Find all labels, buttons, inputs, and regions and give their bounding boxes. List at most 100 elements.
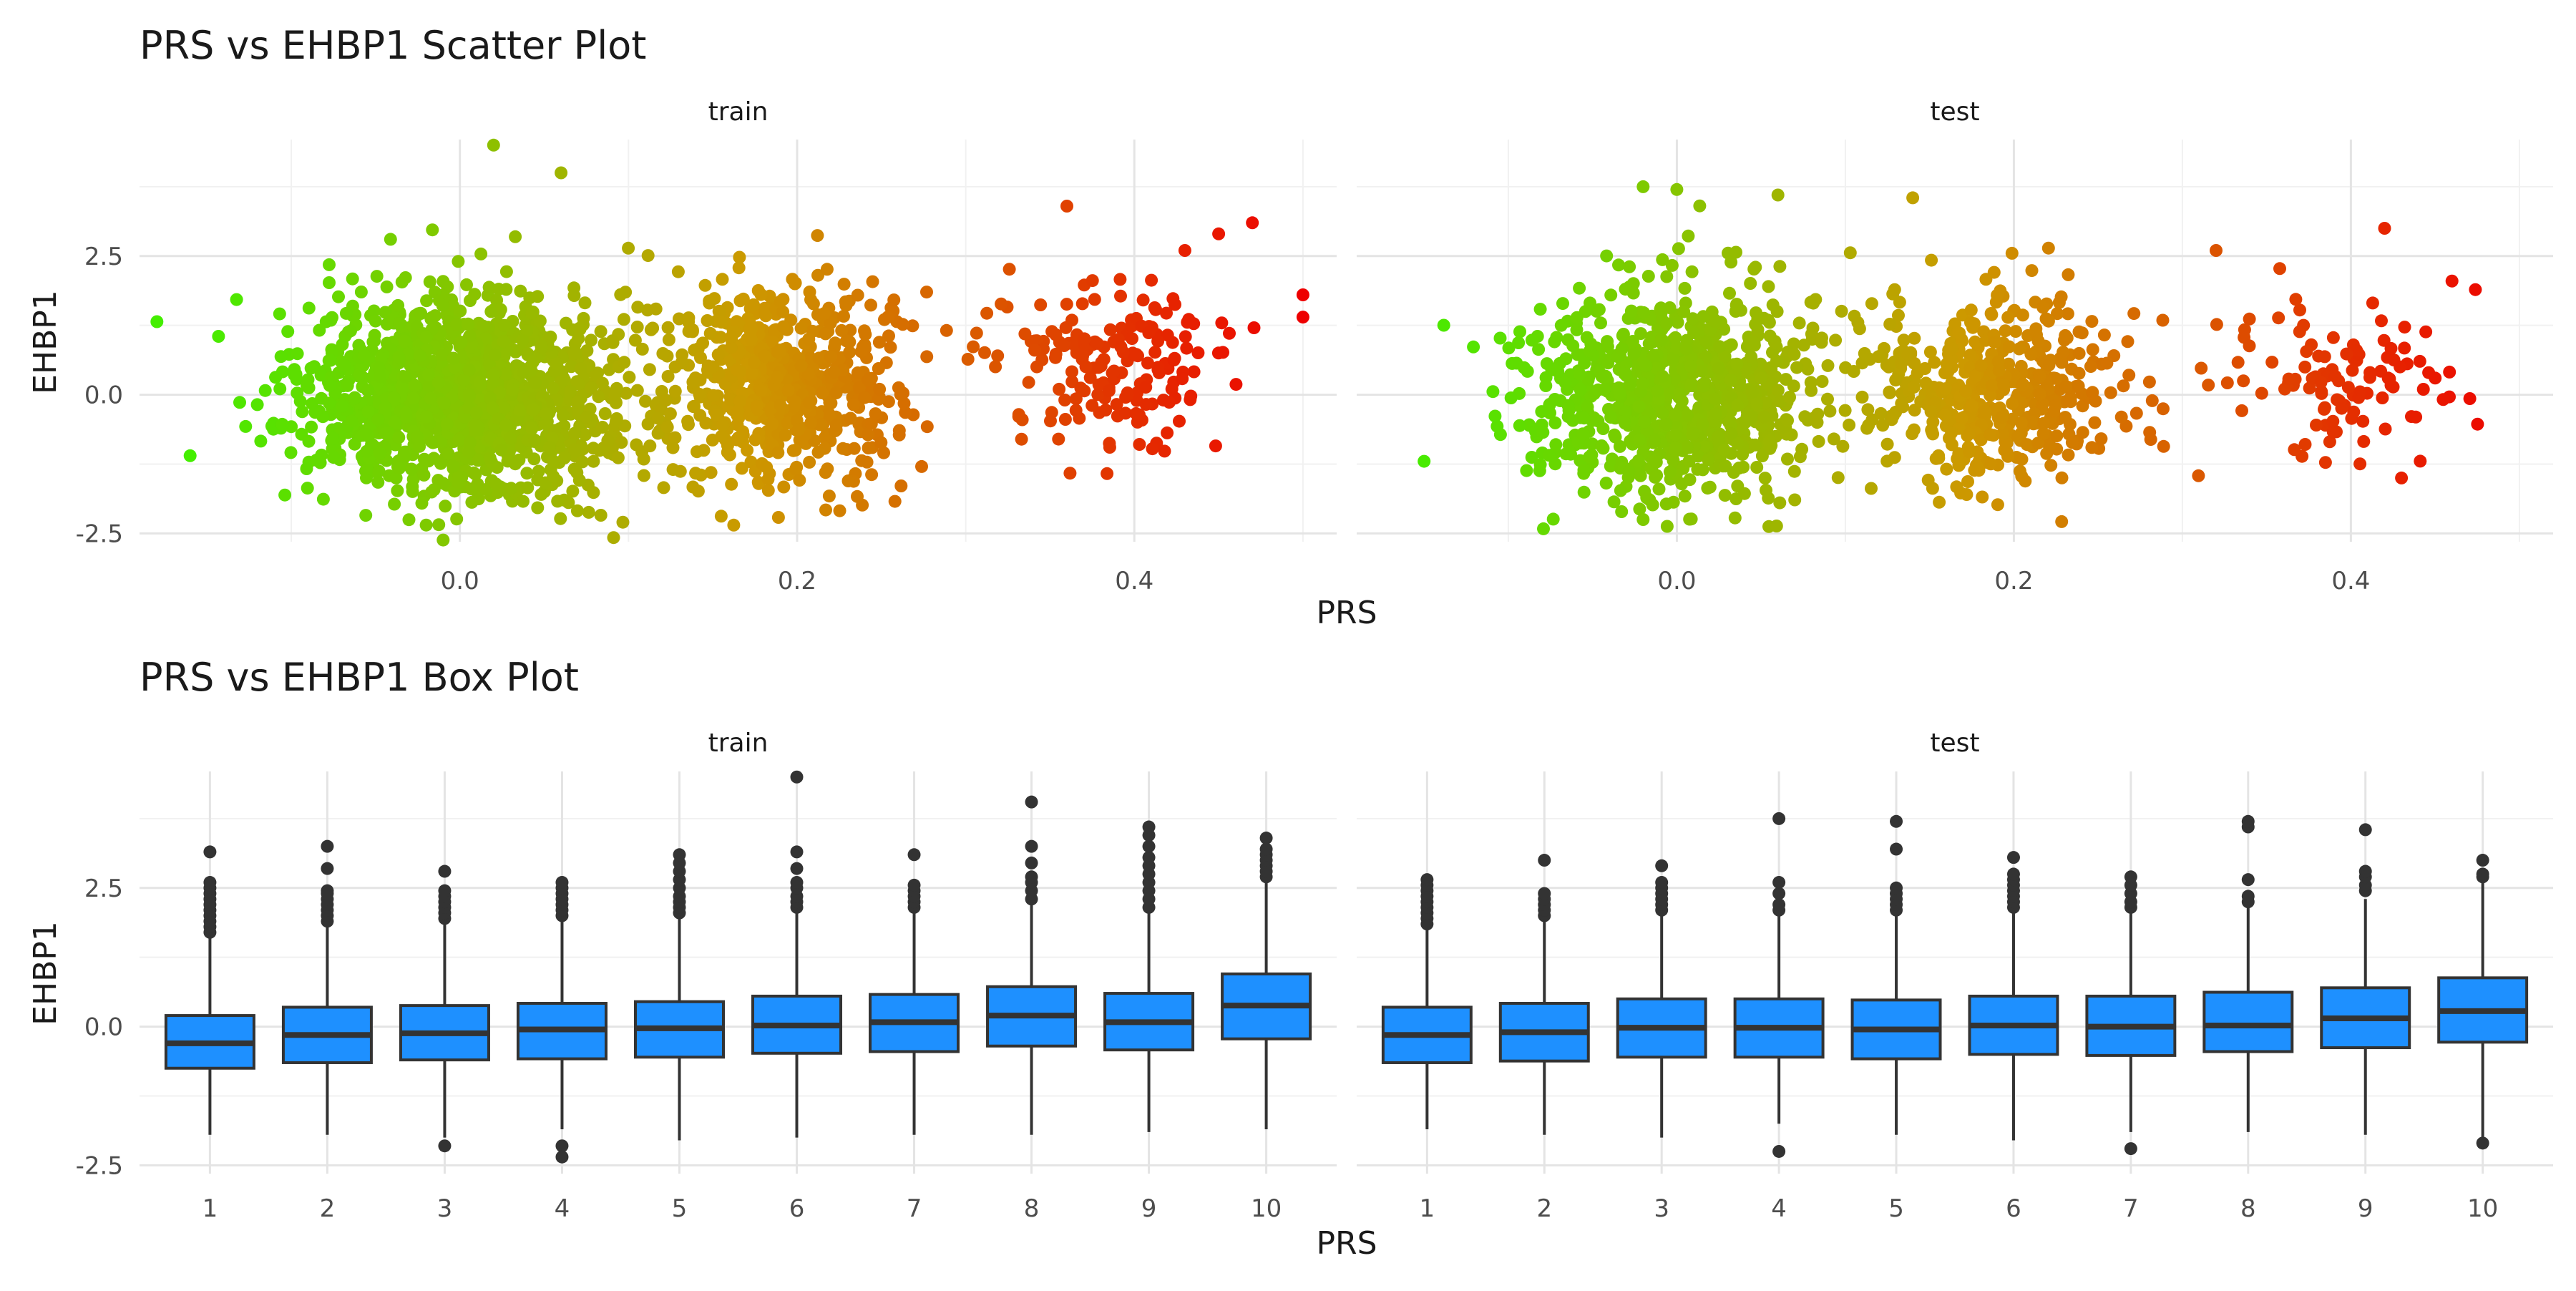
scatter-point — [1747, 336, 1761, 349]
scatter-point — [1656, 253, 1669, 266]
scatter-point — [806, 297, 820, 311]
scatter-point — [1142, 326, 1156, 339]
scatter-point — [2024, 348, 2038, 361]
scatter-point — [617, 313, 630, 326]
scatter-point — [657, 481, 670, 495]
box-outlier — [203, 845, 217, 859]
scatter-point — [1876, 419, 1890, 432]
scatter-point — [1679, 342, 1693, 356]
scatter-point — [1652, 482, 1666, 496]
scatter-point — [571, 395, 585, 409]
scatter-point — [714, 510, 728, 523]
scatter-point — [2030, 328, 2043, 341]
scatter-point — [745, 322, 758, 336]
scatter-point — [316, 410, 330, 424]
scatter-point — [777, 480, 791, 494]
scatter-point — [837, 309, 850, 323]
scatter-point — [1574, 383, 1587, 396]
scatter-point — [254, 434, 268, 448]
scatter-point — [472, 454, 485, 467]
scatter-point — [995, 297, 1008, 311]
scatter-point — [1940, 462, 1953, 476]
box-title: PRS vs EHBP1 Box Plot — [140, 655, 579, 700]
scatter-point — [1709, 407, 1722, 421]
scatter-point — [978, 346, 991, 359]
scatter-point — [732, 261, 746, 275]
scatter-point — [326, 432, 339, 445]
box-grid — [140, 771, 1337, 1174]
scatter-point — [1169, 298, 1181, 311]
box-8 — [986, 795, 1078, 1135]
scatter-point — [499, 367, 512, 381]
scatter-point — [819, 466, 832, 479]
scatter-point — [406, 472, 420, 486]
scatter-point — [1146, 442, 1159, 456]
box-outlier — [2006, 851, 2020, 864]
scatter-point — [794, 359, 808, 373]
scatter-point — [543, 441, 556, 454]
scatter-point — [1107, 364, 1121, 378]
scatter-point — [1145, 273, 1158, 287]
scatter-point — [392, 351, 406, 364]
scatter-point — [1049, 328, 1063, 341]
scatter-point — [1843, 246, 1857, 260]
scatter-point — [415, 497, 429, 510]
scatter-point — [766, 334, 779, 348]
scatter-point — [2055, 356, 2069, 369]
scatter-point — [420, 410, 433, 424]
scatter-point — [1758, 472, 1772, 485]
scatter-point — [150, 315, 164, 328]
scatter-point — [497, 401, 511, 415]
scatter-point — [1790, 361, 1804, 374]
scatter-point — [789, 395, 801, 409]
scatter-point — [392, 431, 406, 444]
scatter-point — [789, 462, 803, 476]
box-4 — [1733, 812, 1825, 1158]
scatter-point — [1978, 404, 1991, 418]
box-outlier — [555, 1139, 569, 1153]
box-outlier — [1655, 876, 1669, 890]
scatter-point — [1815, 375, 1829, 388]
scatter-point — [794, 321, 808, 335]
scatter-point — [1883, 318, 1897, 331]
scatter-panel-train: train 0.0 0.2 0.4 — [140, 97, 1337, 595]
scatter-point — [1636, 377, 1649, 390]
scatter-point — [440, 417, 454, 431]
scatter-point — [747, 298, 760, 311]
scatter-point — [1633, 433, 1646, 447]
scatter-point — [370, 270, 384, 283]
scatter-point — [735, 462, 748, 475]
scatter-point — [1963, 445, 1976, 459]
scatter-point — [531, 290, 545, 303]
scatter-point — [1641, 270, 1655, 283]
scatter-point — [716, 273, 729, 286]
scatter-point — [468, 288, 482, 301]
box-outlier — [673, 848, 686, 862]
scatter-point — [419, 331, 433, 344]
scatter-point — [660, 420, 674, 434]
scatter-point — [701, 314, 714, 327]
scatter-point — [1737, 487, 1751, 500]
scatter-point — [517, 495, 530, 508]
scatter-point — [803, 396, 816, 409]
box-outlier — [1538, 854, 1551, 867]
scatter-point — [323, 258, 336, 271]
scatter-point — [1615, 505, 1629, 518]
scatter-point — [1533, 303, 1547, 316]
scatter-point — [1669, 331, 1682, 344]
scatter-point — [338, 359, 351, 371]
scatter-point — [572, 474, 586, 487]
scatter-point — [1486, 385, 1500, 399]
scatter-point — [2379, 422, 2392, 436]
x-tick-label: 0.2 — [1994, 567, 2033, 595]
scatter-point — [1148, 301, 1161, 314]
scatter-point — [371, 413, 385, 427]
scatter-point — [551, 495, 565, 508]
scatter-point — [2084, 360, 2097, 374]
scatter-point — [2195, 361, 2208, 375]
scatter-point — [1970, 459, 1983, 472]
scatter-point — [2061, 307, 2074, 321]
scatter-point — [1065, 313, 1078, 327]
scatter-point — [291, 386, 304, 400]
scatter-point — [1542, 449, 1556, 462]
